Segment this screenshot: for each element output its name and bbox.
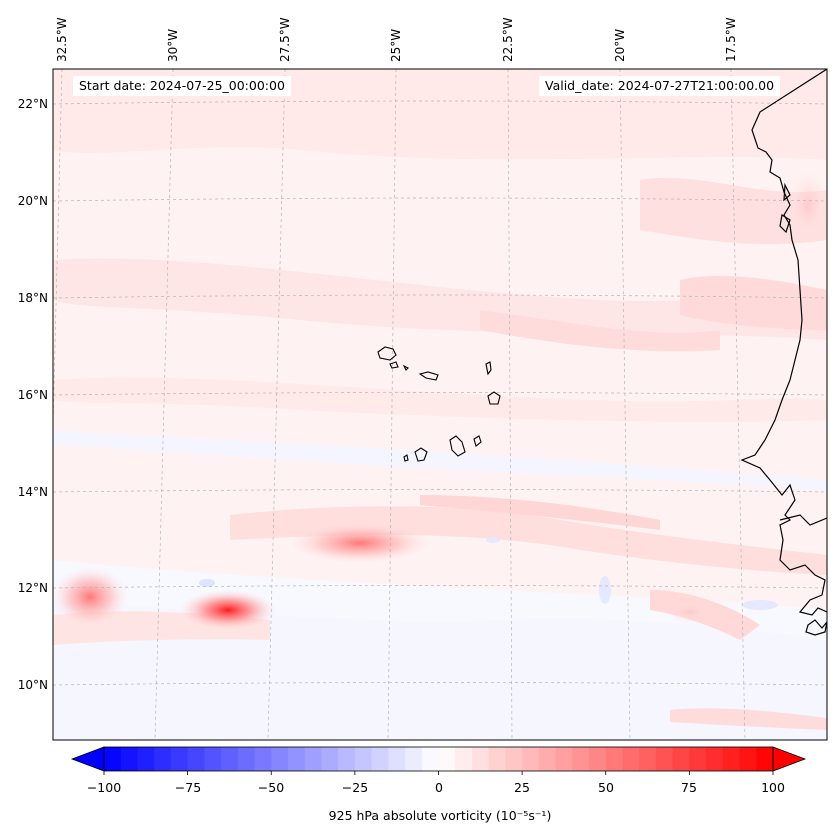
colorbar-label: 925 hPa absolute vorticity (10⁻⁵s⁻¹) (328, 808, 552, 823)
colorbar-bin (104, 747, 122, 771)
colorbar-bin (505, 747, 523, 771)
lon-label-27-5w: 27.5°W (278, 17, 292, 62)
lat-label-14n: 14°N (17, 485, 48, 499)
colorbar-bin (187, 747, 205, 771)
coastline (740, 69, 827, 636)
colorbar-bin (321, 747, 339, 771)
colorbar-bin (438, 747, 456, 771)
colorbar-bin (154, 747, 172, 771)
colorbar-bin (338, 747, 356, 771)
lon-label-20w: 20°W (613, 28, 627, 62)
colorbar-tick: 25 (514, 780, 530, 795)
colorbar-bin (538, 747, 557, 771)
colorbar-bin (622, 747, 640, 771)
colorbar-bin (756, 747, 774, 771)
colorbar-tick: −50 (257, 780, 285, 795)
colorbar-bin (555, 747, 573, 771)
cabo-verde-islands (377, 346, 501, 462)
colorbar-bin (137, 747, 155, 771)
colorbar-bin (388, 747, 406, 771)
vorticity-field (53, 69, 827, 740)
colorbar-extend-min (70, 746, 105, 772)
colorbar-bin (706, 747, 724, 771)
colorbar-bin (471, 747, 490, 771)
colorbar-bin (672, 747, 690, 771)
colorbar-bin (271, 747, 289, 771)
map-frame (52, 68, 828, 741)
colorbar-bin (655, 747, 674, 771)
colorbar-bin (488, 747, 506, 771)
colorbar-extend-max (772, 746, 807, 772)
colorbar-tick: 50 (598, 780, 614, 795)
start-date-label: Start date: 2024-07-25_00:00:00 (73, 76, 291, 96)
colorbar-bin (639, 747, 657, 771)
colorbar-bin (522, 747, 540, 771)
colorbar-bin (722, 747, 741, 771)
graticule (53, 69, 827, 740)
colorbar (70, 746, 807, 775)
lon-label-30w: 30°W (166, 28, 180, 62)
colorbar-bin (287, 747, 306, 771)
lat-label-22n: 22°N (17, 97, 48, 111)
colorbar-bin (739, 747, 757, 771)
lat-label-20n: 20°N (17, 194, 48, 208)
lon-label-25w: 25°W (389, 28, 403, 62)
colorbar-bin (120, 747, 138, 771)
colorbar-bin (605, 747, 623, 771)
colorbar-bin (304, 747, 322, 771)
colorbar-tick: 100 (761, 780, 785, 795)
colorbar-bin (455, 747, 473, 771)
colorbar-tick: −100 (86, 780, 122, 795)
lon-label-22-5w: 22.5°W (501, 17, 515, 62)
colorbar-bin (221, 747, 239, 771)
colorbar-bin (405, 747, 423, 771)
lat-label-12n: 12°N (17, 581, 48, 595)
colorbar-bin (371, 747, 389, 771)
colorbar-tick: 75 (681, 780, 697, 795)
colorbar-bin (689, 747, 707, 771)
colorbar-tick: 0 (435, 780, 443, 795)
colorbar-bin (572, 747, 590, 771)
colorbar-tick: −25 (341, 780, 369, 795)
colorbar-bin (589, 747, 607, 771)
valid-date-label: Valid_date: 2024-07-27T21:00:00.00 (539, 76, 781, 96)
lon-label-32-5w: 32.5°W (55, 17, 69, 62)
colorbar-bin (237, 747, 256, 771)
colorbar-tick: −75 (174, 780, 202, 795)
colorbar-bin (354, 747, 373, 771)
colorbar-bin (170, 747, 189, 771)
lon-label-17-5w: 17.5°W (724, 17, 738, 62)
colorbar-bin (421, 747, 439, 771)
colorbar-bin (204, 747, 222, 771)
colorbar-bin (254, 747, 272, 771)
lat-label-16n: 16°N (17, 388, 48, 402)
lat-label-10n: 10°N (17, 678, 48, 692)
lat-label-18n: 18°N (17, 291, 48, 305)
